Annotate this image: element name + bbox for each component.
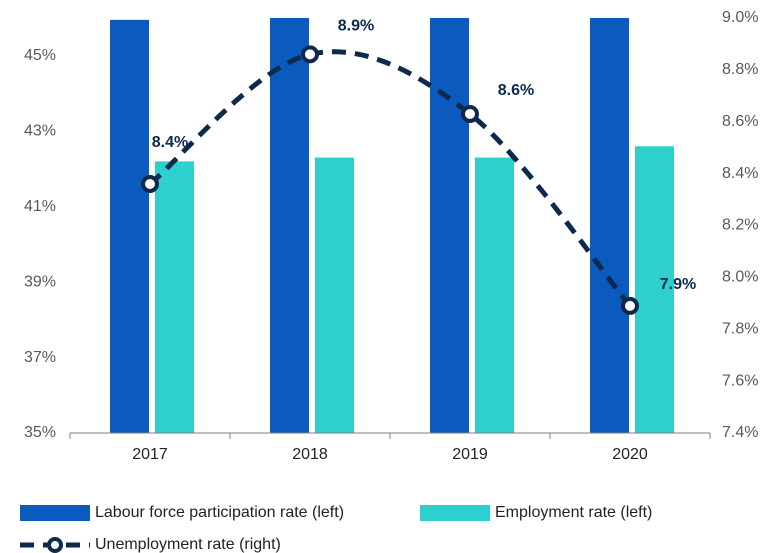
bars [110,18,674,433]
bar [590,18,629,433]
legend-swatch [20,505,90,521]
legend-label: Labour force participation rate (left) [95,504,344,521]
data-label: 8.9% [338,18,374,35]
data-label: 8.6% [498,82,534,99]
y-tick-label: 39% [24,273,56,290]
y-tick-label: 37% [24,349,56,366]
legend-label: Unemployment rate (right) [95,536,281,553]
y2-tick-label: 8.4% [722,165,758,182]
legend-swatch [47,537,63,553]
data-label: 8.4% [152,134,188,151]
y2-tick-label: 7.8% [722,320,758,337]
y-tick-label: 43% [24,122,56,139]
y2-tick-label: 8.0% [722,269,758,286]
point [301,45,319,64]
bar [270,18,309,433]
x-tick-label: 2019 [452,446,488,463]
y2-tick-label: 7.4% [722,424,758,441]
point [621,296,639,315]
bar [110,19,149,433]
point [141,175,159,193]
x-tick-label: 2018 [292,446,328,463]
bar [475,157,514,433]
legend-label: Employment rate (left) [495,504,652,521]
bar [430,18,469,433]
bar [155,161,194,433]
y-tick-label: 45% [24,47,56,64]
point [461,104,479,123]
y-tick-label: 35% [24,424,56,441]
bar [635,146,674,433]
y-tick-label: 41% [24,198,56,215]
data-label: 7.9% [660,276,696,293]
bar [315,157,354,433]
y2-tick-label: 9.0% [722,9,758,26]
y2-tick-label: 8.8% [722,61,758,78]
legend-swatch [420,505,490,521]
y2-tick-label: 8.2% [722,217,758,234]
line [148,49,632,308]
y2-tick-label: 8.6% [722,113,758,130]
y2-tick-label: 7.6% [722,372,758,389]
x-tick-label: 2017 [132,446,168,463]
x-tick-label: 2020 [612,446,648,463]
